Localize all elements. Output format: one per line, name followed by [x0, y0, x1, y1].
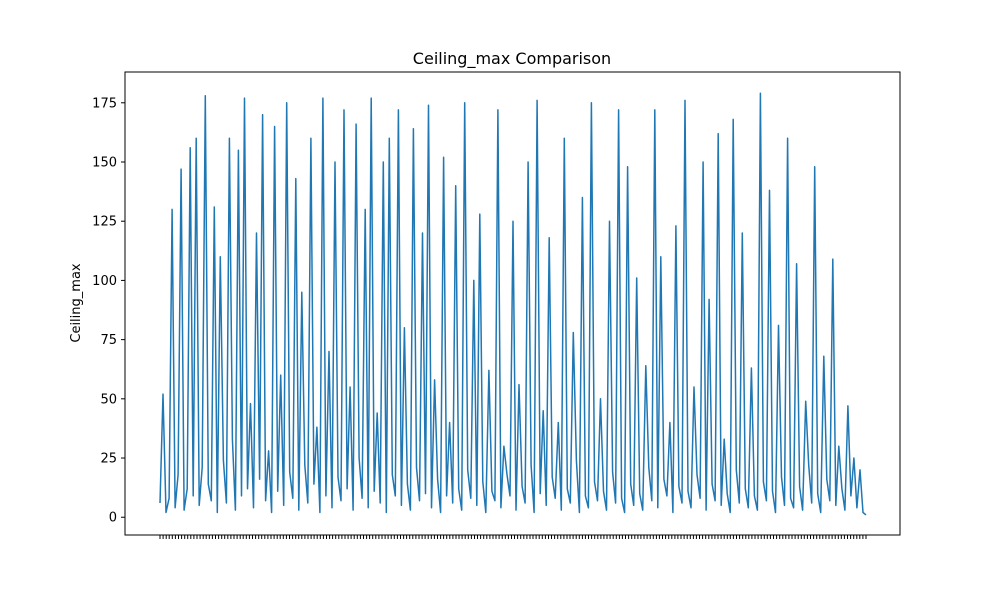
chart-title: Ceiling_max Comparison	[413, 49, 611, 69]
y-tick-label: 175	[92, 96, 117, 111]
y-tick-label: 50	[100, 392, 117, 407]
y-axis-label: Ceiling_max	[69, 263, 84, 343]
y-tick-label: 75	[100, 333, 117, 348]
y-tick-label: 100	[92, 274, 117, 289]
y-tick-label: 0	[109, 511, 117, 526]
plot-frame	[124, 71, 901, 536]
x-axis-ticks	[159, 535, 867, 539]
y-tick-label: 125	[92, 215, 117, 230]
y-axis-ticks: 0 25 50 75 100 125 150 175	[92, 96, 125, 526]
y-tick-label: 150	[92, 155, 117, 170]
series-line	[159, 92, 867, 516]
y-tick-label: 25	[100, 452, 117, 467]
series-layer	[159, 92, 867, 516]
